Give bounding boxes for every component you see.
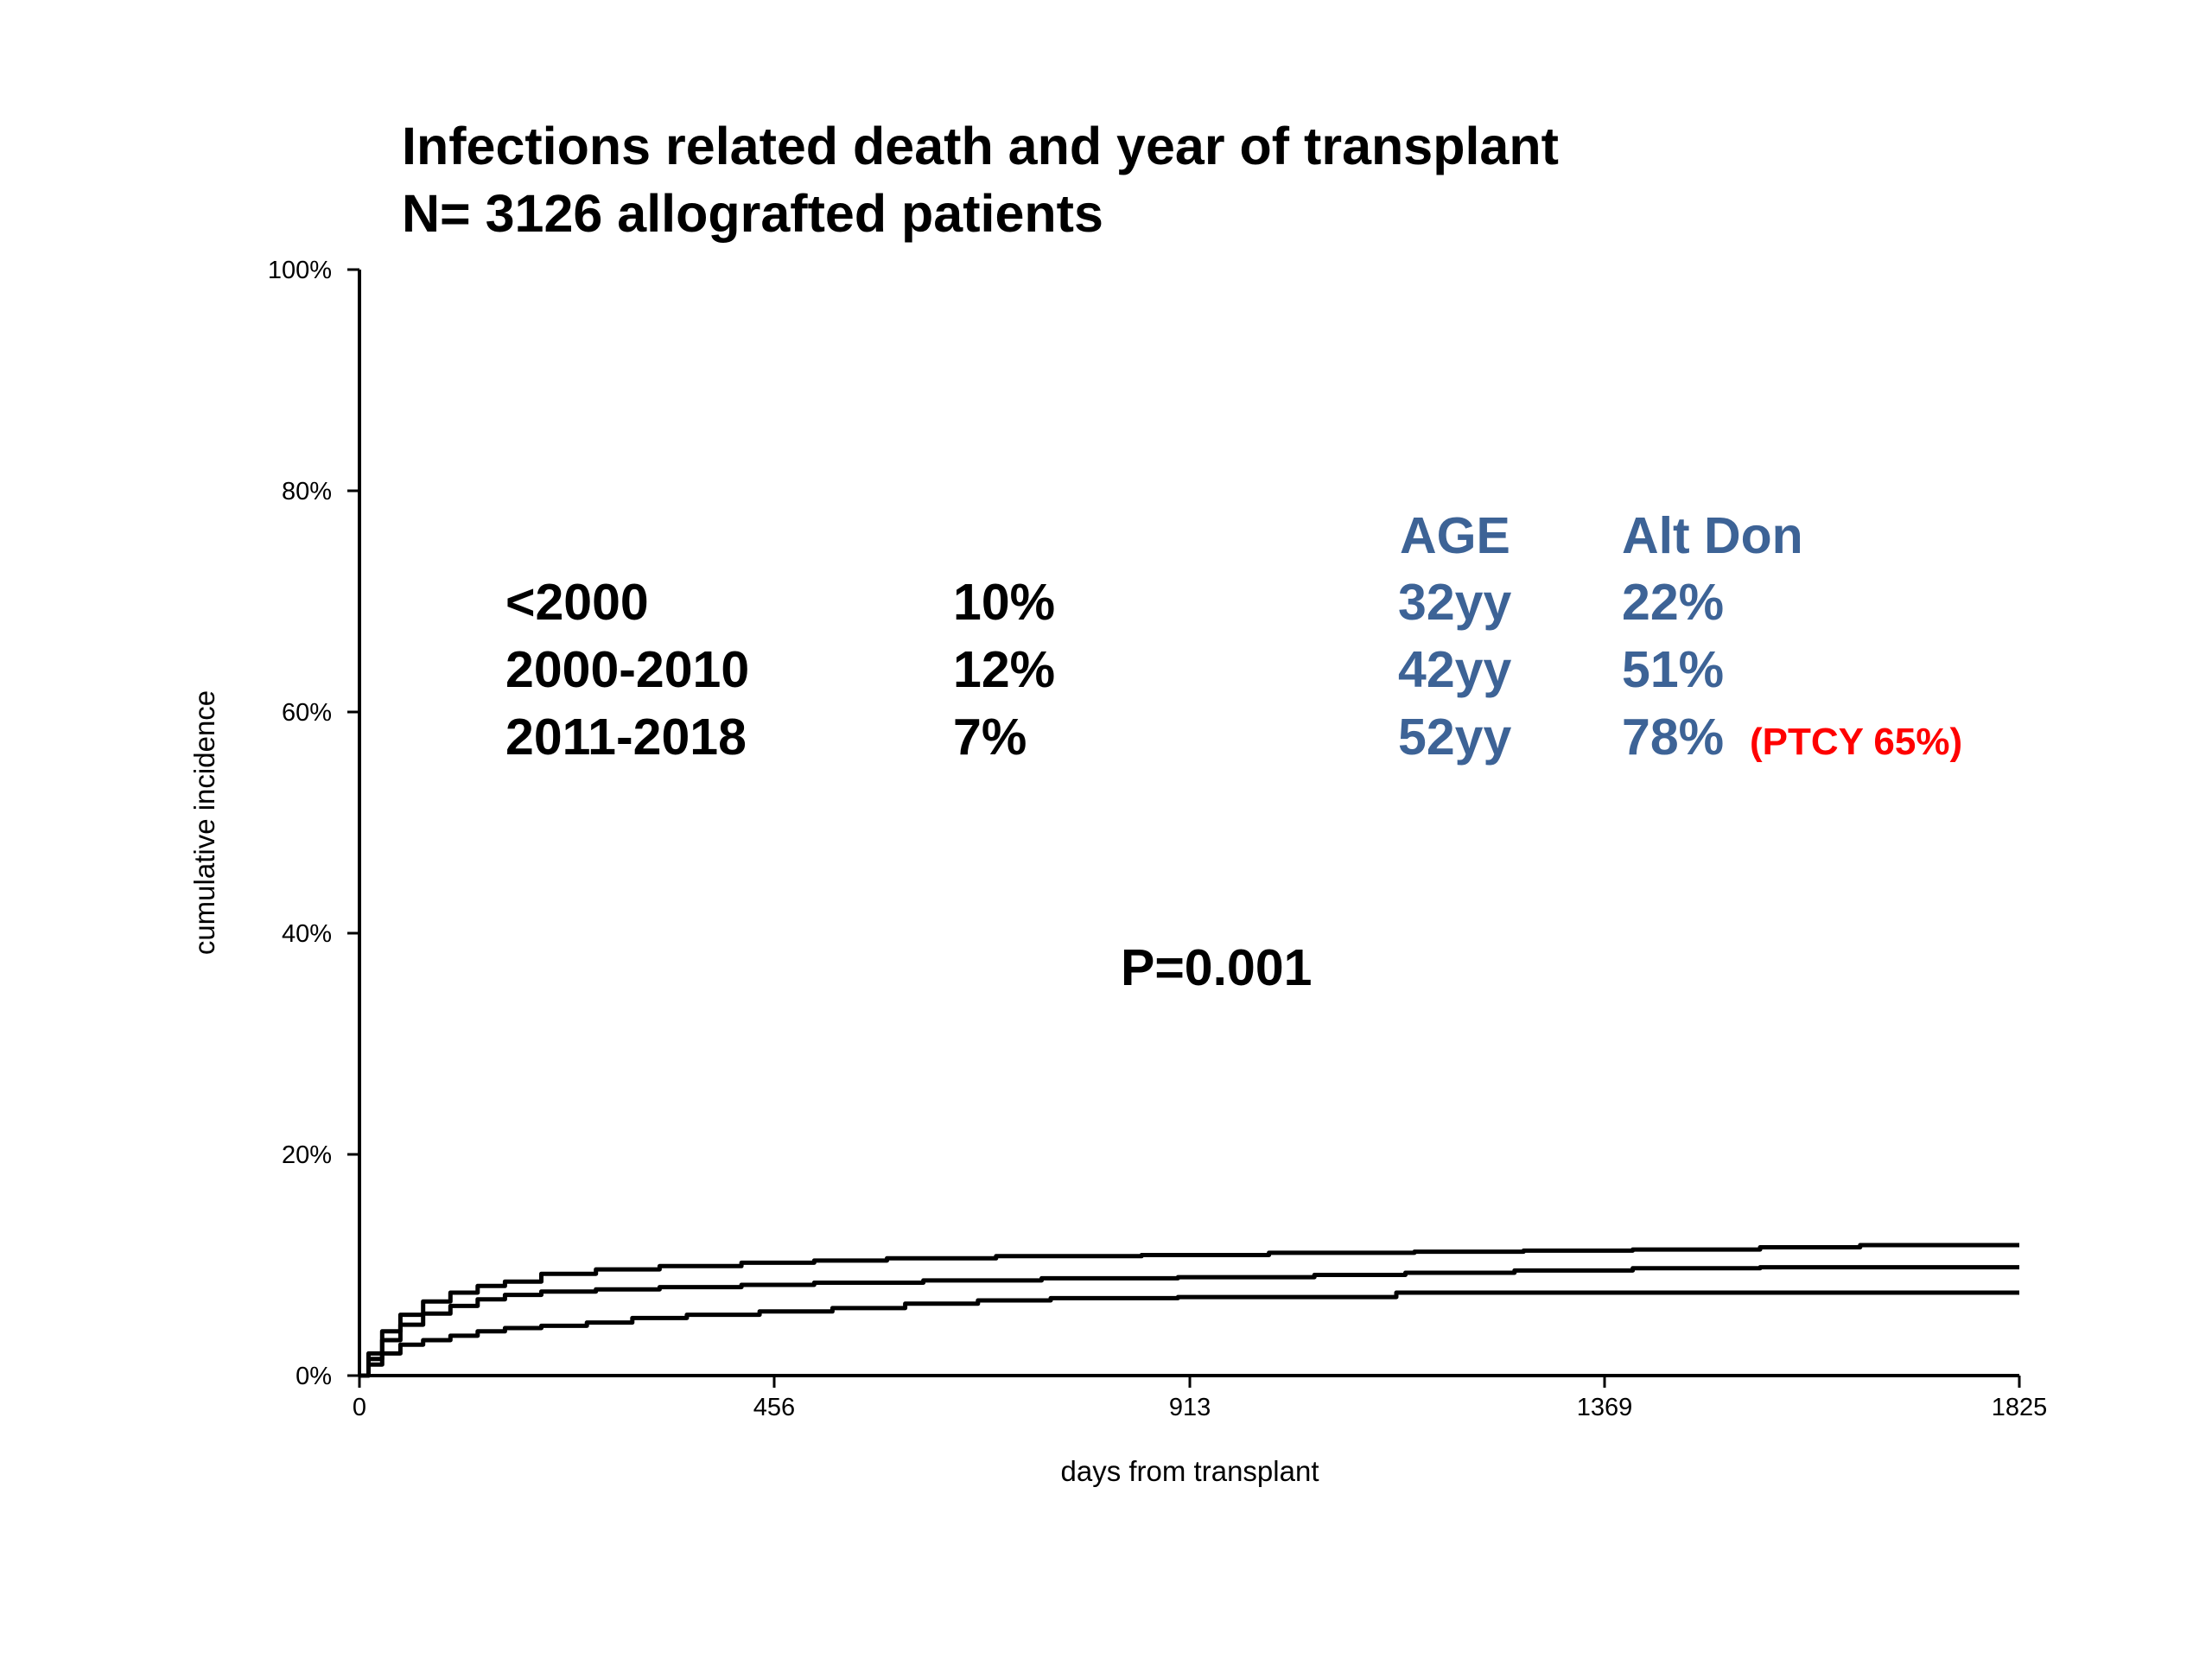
x-tick-label: 913 [1169, 1394, 1211, 1421]
y-tick-label: 60% [282, 699, 332, 727]
legend-label-2011-2018: 2011-2018 [505, 709, 747, 766]
alt-don-value-2: 51% [1622, 641, 1724, 698]
chart-subtitle: N= 3126 allografted patients [402, 184, 1103, 243]
legend-label-lt2000: <2000 [505, 574, 649, 631]
p-value: P=0.001 [1121, 939, 1312, 996]
series-line-1 [359, 1265, 2019, 1378]
age-header: AGE [1400, 507, 1510, 564]
x-tick-label: 1369 [1577, 1394, 1633, 1421]
x-tick-label: 0 [353, 1394, 366, 1421]
x-tick-label: 1825 [1992, 1394, 2048, 1421]
y-tick-label: 20% [282, 1141, 332, 1169]
alt-don-value-1: 22% [1622, 574, 1724, 631]
alt-don-header: Alt Don [1622, 507, 1803, 564]
legend-label-2000-2010: 2000-2010 [505, 641, 749, 698]
legend-value-2000-2010: 12% [953, 641, 1055, 698]
alt-don-value-3: 78% [1622, 709, 1724, 766]
chart-title: Infections related death and year of tra… [402, 117, 1559, 175]
y-tick-label: 80% [282, 478, 332, 505]
age-value-1: 32yy [1398, 574, 1511, 631]
age-value-3: 52yy [1398, 709, 1511, 766]
x-axis-label: days from transplant [1061, 1455, 1319, 1487]
x-tick-label: 456 [753, 1394, 795, 1421]
y-tick-label: 0% [296, 1363, 332, 1390]
y-tick-label: 40% [282, 920, 332, 948]
series-line-3 [359, 1290, 2019, 1378]
legend-value-2011-2018: 7% [953, 709, 1027, 766]
ptcy-note: (PTCY 65%) [1750, 721, 1962, 763]
age-value-2: 42yy [1398, 641, 1511, 698]
y-axis-label: cumulative incidence [188, 690, 220, 955]
legend-value-lt2000: 10% [953, 574, 1055, 631]
y-tick-label: 100% [268, 257, 332, 284]
series-line-2 [359, 1243, 2019, 1378]
